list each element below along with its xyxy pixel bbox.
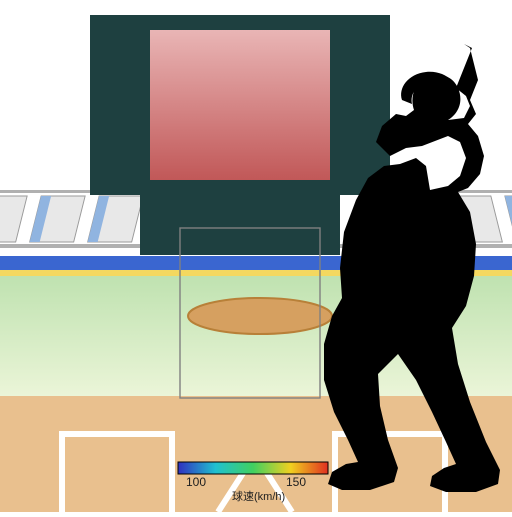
legend-tick: 150	[286, 475, 306, 489]
legend-tick: 100	[186, 475, 206, 489]
stage: 100 150 球速(km/h)	[0, 0, 512, 512]
scene-svg: 100 150 球速(km/h)	[0, 0, 512, 512]
legend-axis-label: 球速(km/h)	[232, 489, 285, 503]
pitchers-mound	[188, 298, 332, 334]
